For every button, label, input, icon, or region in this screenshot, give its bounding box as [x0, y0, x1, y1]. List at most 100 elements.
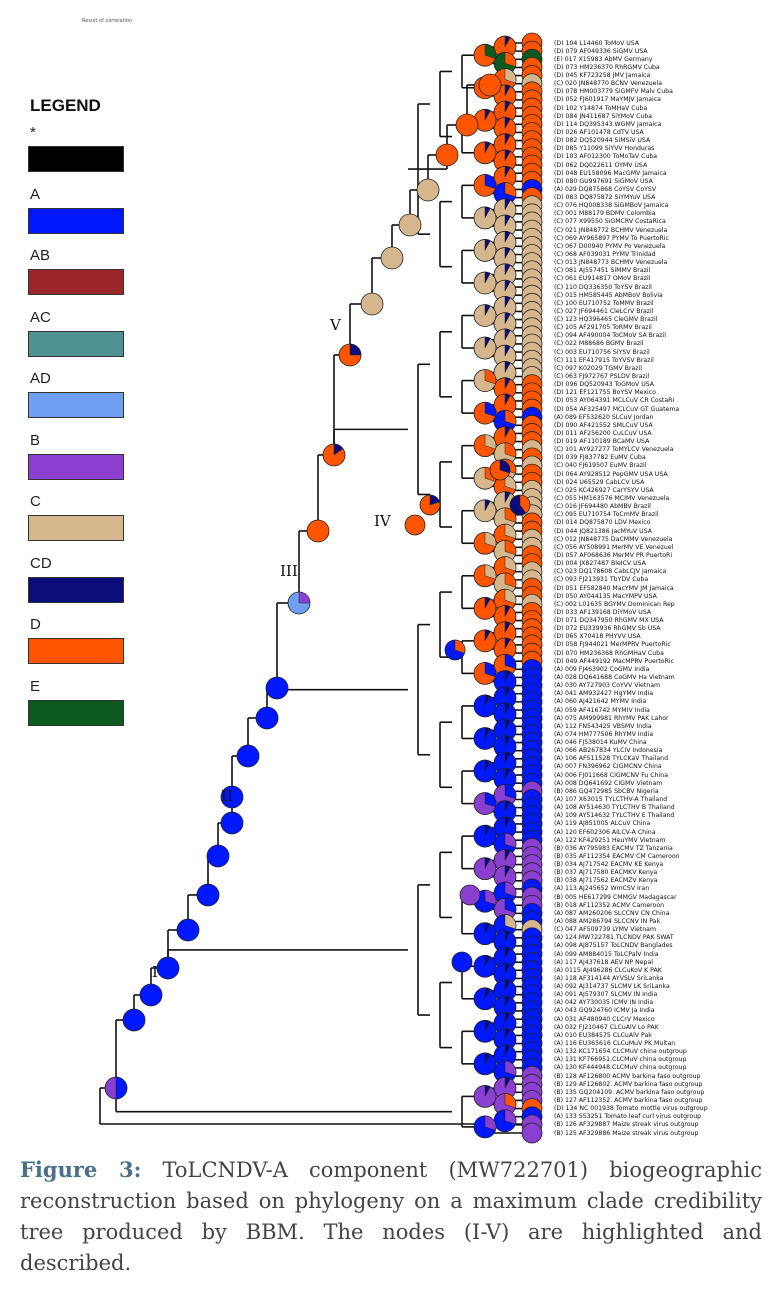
top-note: Result of correlation: [82, 18, 133, 24]
ancestral-state-pie: [493, 800, 517, 824]
ancestral-state-pie: [435, 143, 459, 167]
tip-label: (A) 066 AB267834 YLCIV Indonesia: [554, 747, 663, 755]
ancestral-state-pie: [473, 401, 497, 425]
ancestral-state-pie: [493, 149, 517, 173]
ancestral-state-pie: [493, 751, 517, 775]
ancestral-state-pie: [459, 884, 481, 906]
ancestral-state-pie: [493, 995, 517, 1019]
tip-label: (A) 130 KF444948.CLCMuV china outgroup: [554, 1064, 687, 1072]
tip-label: (D) 049 AF449192 MacMPRV PuertoRic: [554, 657, 675, 665]
ancestral-state-pie: [473, 271, 497, 295]
ancestral-state-pie: [493, 1044, 517, 1068]
node-label-i: I: [152, 963, 158, 981]
ancestral-state-pie: [493, 686, 517, 710]
caption-text: ToLCNDV-A component (MW722701) biogeogra…: [20, 1158, 762, 1275]
tip-label: (E) 017 X15983 AbMV Germany: [554, 55, 653, 63]
tip-label: (C) 040 FJ619507 EuMV Brazil: [554, 462, 647, 470]
tip-label: (A) 132 KC171654 CLCMuV china outgroup: [554, 1048, 687, 1056]
legend-label: CD: [30, 554, 52, 572]
caption-lead: Figure 3:: [20, 1157, 142, 1182]
ancestral-state-pie: [104, 1076, 128, 1100]
legend-swatch: [28, 269, 124, 295]
tip-label: (A) 117 AJ437618 AEV NP Nepal: [554, 958, 653, 966]
ancestral-state-pie: [473, 564, 497, 588]
ancestral-state-pie: [473, 759, 497, 783]
tip-label: (C) 111 EF417915 ToYVSV Brazil: [554, 356, 654, 364]
ancestral-state-pie: [473, 727, 497, 750]
tip-label: (C) 101 AY927277 ToMYLCV Venezuela: [554, 446, 674, 454]
tip-label: (A) 089 EF532620 SLCuV Jordan: [554, 413, 654, 421]
tip-label: (A) 008 DQ641692 CIGMV Vietnam: [554, 779, 663, 787]
tip-label: (C) 061 EU914817 OMoV Brazil: [554, 275, 651, 283]
ancestral-state-pie: [493, 165, 517, 189]
tip-label: (A) 032 FJ210467 CLCuAlV Lo PAK: [554, 1023, 659, 1031]
ancestral-state-pie: [493, 865, 517, 889]
legend-label: C: [30, 493, 41, 510]
tip-label: (D) 024 U65529 CabLCV USA: [554, 478, 645, 486]
ancestral-state-pie: [493, 344, 517, 368]
tip-label: (A) 060 AJ421642 MYMV India: [554, 698, 647, 706]
tip-label: (D) 114 DQ395343 WGMV Jamaica: [554, 120, 662, 128]
tip-label: (C) 097 K02029 TGMV Brazil: [554, 364, 642, 372]
tip-label: (D) 090 AF421552 SMLCuV USA: [554, 421, 653, 429]
ancestral-state-pie: [419, 494, 441, 516]
ancestral-state-pie: [509, 494, 531, 516]
tip-label: (C) 022 M88686 BGMV Brazil: [554, 340, 644, 348]
legend-label: AD: [30, 370, 51, 387]
ancestral-state-pie: [473, 922, 497, 946]
tip-label: (A) 007 FN396962 CIGMCNV China: [554, 763, 662, 771]
tip-label: (D) 070 HM236368 RhGMHaV Cuba: [554, 649, 664, 657]
phylogeny-figure: Result of correlation LEGEND * A AB AC AD B C C…: [28, 18, 708, 1144]
ancestral-state-pie: [404, 514, 426, 536]
tip-label: (D) 062 DQ022611 OYMV USA: [554, 161, 648, 169]
ancestral-state-pie: [236, 744, 260, 768]
ancestral-state-pie: [493, 979, 517, 1003]
tip-label: (A) 075 AM999981 RhYMV PAK Lahor: [554, 714, 669, 722]
tip-label: (D) 039 FJ837782 EuMV Cuba: [554, 454, 646, 462]
ancestral-state-pie: [220, 785, 244, 809]
ancestral-state-pie: [493, 1109, 517, 1133]
tip-label: (B) 126 AF329887 Maize streak virus outg…: [554, 1121, 699, 1129]
ancestral-state-pie: [473, 662, 497, 685]
legend-swatch: [28, 330, 124, 357]
tip-state-pie: [521, 1122, 543, 1144]
tip-label: (D) 053 AY064391 MCLCuV CR CostaRi: [554, 397, 675, 405]
ancestral-state-pie: [493, 914, 517, 937]
ancestral-state-pie: [473, 596, 497, 620]
tip-label: (A) 131 KF766951.CLCMuV china outgroup: [554, 1056, 687, 1064]
tip-label: (A) 088 AM286794 SLCCNV IN Pak: [554, 918, 661, 925]
tip-label: (B) 129 AF126802. ACMV barkina faso outg…: [554, 1080, 703, 1088]
tip-label: (D) 048 EU158096 MacGMV Jamaica: [554, 169, 667, 177]
tip-label: (B) 128 AF126800 ACMV barkina faso outgr…: [554, 1072, 701, 1080]
legend-swatch: [28, 515, 124, 541]
ancestral-state-pie: [493, 539, 517, 563]
ancestral-state-pie: [473, 629, 497, 653]
tip-label: (A) 116 EU365616 CLCuMuV PK Multan: [554, 1040, 676, 1048]
ancestral-state-pie: [493, 279, 517, 303]
ancestral-state-pie: [473, 1084, 497, 1108]
tip-label: (A) 006 FJ011668 CIGMCNV Fu China: [554, 771, 668, 779]
tip-label: (A) 009 FJ463902 CoGMV India: [554, 665, 650, 673]
tip-label: (C) 047 AF509739 LYMV Vietnam: [554, 926, 657, 934]
ancestral-state-pie: [473, 987, 497, 1011]
tip-label: (C) 063 FJ972767 PSLDV Brazil: [554, 373, 650, 380]
tip-label: (C) 003 EU710756 SiYSV Brazil: [554, 348, 650, 356]
ancestral-state-pie: [416, 178, 440, 202]
ancestral-state-pie: [493, 35, 517, 59]
legend-swatch: [28, 699, 124, 726]
ancestral-state-pie: [493, 295, 517, 319]
legend-swatch: [28, 392, 124, 418]
ancestral-state-pie: [478, 73, 502, 97]
ancestral-state-pie: [489, 459, 511, 481]
tip-label: (D) 072 EU339936 RhGMV Sb USA: [554, 625, 661, 633]
tip-label: (C) 002 L01635 BGYMV Dominican Rep: [554, 600, 675, 608]
tip-label: (C) 016 JF694480 AbMBV Brazil: [554, 503, 651, 511]
ancestral-state-pie: [398, 213, 422, 237]
tip-label: (D) 102 Y14874 ToMHaV Cuba: [554, 104, 648, 112]
ancestral-state-pie: [473, 434, 497, 458]
ancestral-state-pie: [493, 670, 517, 693]
ancestral-state-pie: [473, 531, 497, 555]
ancestral-state-pie: [196, 883, 220, 907]
ancestral-state-pie: [322, 443, 346, 467]
ancestral-state-pie: [493, 263, 517, 287]
